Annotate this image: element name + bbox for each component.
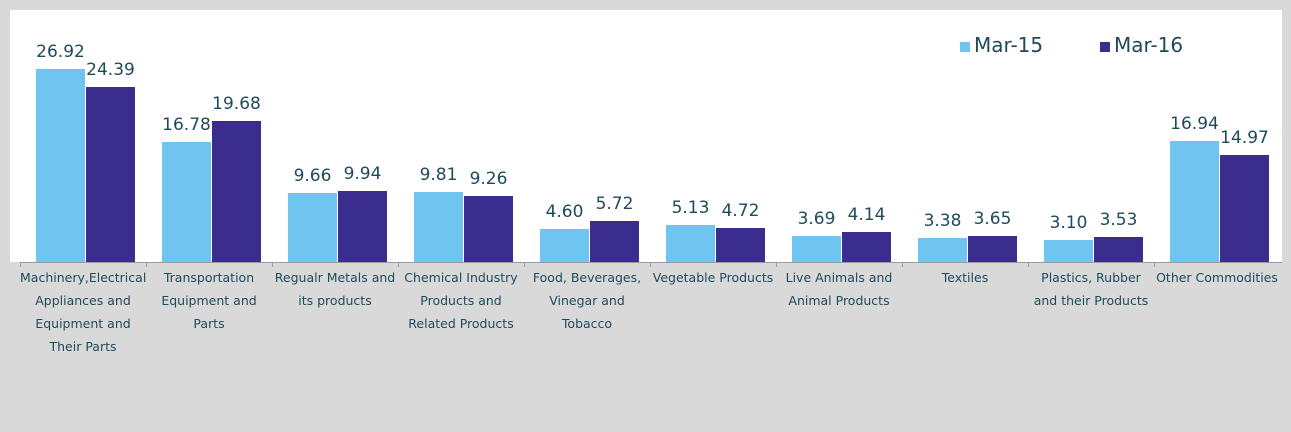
x-tick-label: Machinery,Electrical Appliances and Equi… (20, 270, 147, 354)
value-label: 3.10 (1049, 212, 1088, 233)
value-label: 5.13 (671, 198, 710, 219)
bar (1220, 154, 1269, 262)
x-tick (1028, 262, 1029, 267)
value-label: 3.38 (923, 210, 962, 231)
bar (792, 235, 841, 262)
value-label: 9.81 (419, 164, 458, 185)
x-tick-label: Textiles (941, 270, 989, 285)
x-tick (146, 262, 147, 267)
bar (590, 220, 639, 262)
value-label: 5.72 (595, 193, 634, 214)
bar (414, 191, 463, 262)
x-tick-label: Food, Beverages, Vinegar and Tobacco (532, 270, 642, 331)
bar (968, 235, 1017, 262)
bar (540, 229, 589, 262)
x-tick (1154, 262, 1155, 267)
value-label: 9.26 (469, 168, 508, 189)
legend-label: Mar-15 (974, 33, 1044, 57)
value-label: 4.72 (721, 201, 760, 222)
x-tick-label: Live Animals and Animal Products (785, 270, 893, 308)
value-label: 9.94 (343, 163, 382, 184)
value-label: 26.92 (36, 41, 85, 62)
value-label: 16.78 (162, 114, 211, 135)
bar (1044, 239, 1093, 262)
bar (918, 237, 967, 262)
bar (464, 195, 513, 262)
legend-swatch (960, 42, 970, 52)
x-tick (650, 262, 651, 267)
x-tick-label: Transportation Equipment and Parts (161, 270, 257, 331)
value-label: 24.39 (86, 60, 135, 81)
value-label: 3.65 (973, 208, 1012, 229)
bar (338, 190, 387, 262)
bar (162, 141, 211, 262)
bar (288, 192, 337, 262)
x-tick-label: Vegetable Products (652, 270, 774, 285)
x-tick (398, 262, 399, 267)
legend-label: Mar-16 (1114, 33, 1184, 57)
bar (86, 87, 135, 262)
x-tick-label: Regualr Metals and its products (274, 270, 396, 308)
value-label: 14.97 (1220, 127, 1269, 148)
bar (842, 232, 891, 262)
x-tick (272, 262, 273, 267)
x-axis (20, 262, 1282, 263)
x-tick-label: Other Commodities (1156, 270, 1278, 285)
legend-swatch (1100, 42, 1110, 52)
bar (1094, 236, 1143, 262)
value-label: 9.66 (293, 165, 332, 186)
x-tick (524, 262, 525, 267)
value-label: 4.14 (847, 205, 886, 226)
bar (212, 120, 261, 262)
value-label: 19.68 (212, 93, 261, 114)
bar (1170, 140, 1219, 262)
x-tick (902, 262, 903, 267)
x-tick (776, 262, 777, 267)
x-tick-label: Plastics, Rubber and their Products (1033, 270, 1149, 308)
x-tick-label: Chemical Industry Products and Related P… (404, 270, 518, 331)
x-tick (20, 262, 21, 267)
value-label: 16.94 (1170, 113, 1219, 134)
bar (36, 68, 85, 262)
value-label: 3.53 (1099, 209, 1138, 230)
bar (716, 228, 765, 262)
bar (666, 225, 715, 262)
value-label: 4.60 (545, 202, 584, 223)
value-label: 3.69 (797, 208, 836, 229)
